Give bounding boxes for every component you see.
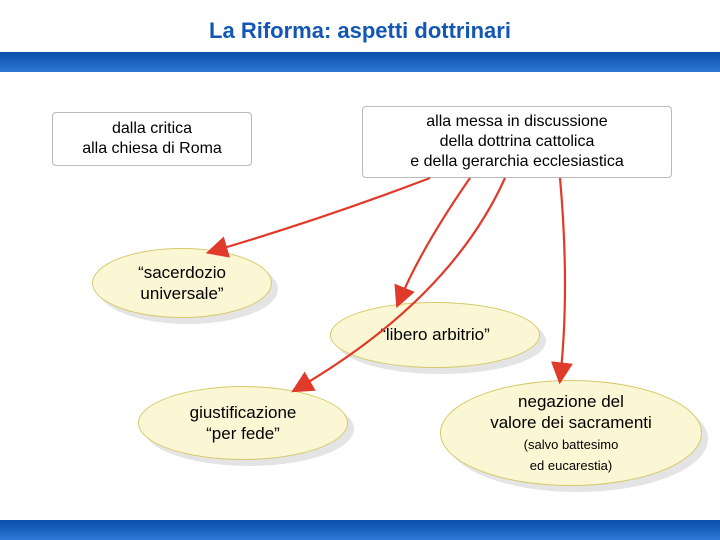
arrow (560, 178, 565, 380)
box-critica: dalla criticaalla chiesa di Roma (52, 112, 252, 166)
arrow (398, 178, 470, 304)
top-bar (0, 52, 720, 72)
box-messa-in-discussione: alla messa in discussionedella dottrina … (362, 106, 672, 178)
slide-title: La Riforma: aspetti dottrinari (0, 18, 720, 44)
bottom-bar (0, 520, 720, 540)
ellipse-libero-text: “libero arbitrio” (380, 324, 490, 345)
box-messa-text: alla messa in discussionedella dottrina … (410, 112, 623, 172)
ellipse-negazione-text: negazione delvalore dei sacramenti(salvo… (490, 391, 652, 476)
ellipse-sacerdozio-text: “sacerdoziouniversale” (138, 262, 226, 305)
ellipse-giustificazione-text: giustificazione“per fede” (190, 402, 297, 445)
ellipse-sacerdozio: “sacerdoziouniversale” (92, 248, 272, 318)
ellipse-giustificazione: giustificazione“per fede” (138, 386, 348, 460)
ellipse-libero-arbitrio: “libero arbitrio” (330, 302, 540, 368)
box-critica-text: dalla criticaalla chiesa di Roma (82, 119, 222, 159)
arrow (210, 178, 430, 252)
ellipse-negazione: negazione delvalore dei sacramenti(salvo… (440, 380, 702, 486)
